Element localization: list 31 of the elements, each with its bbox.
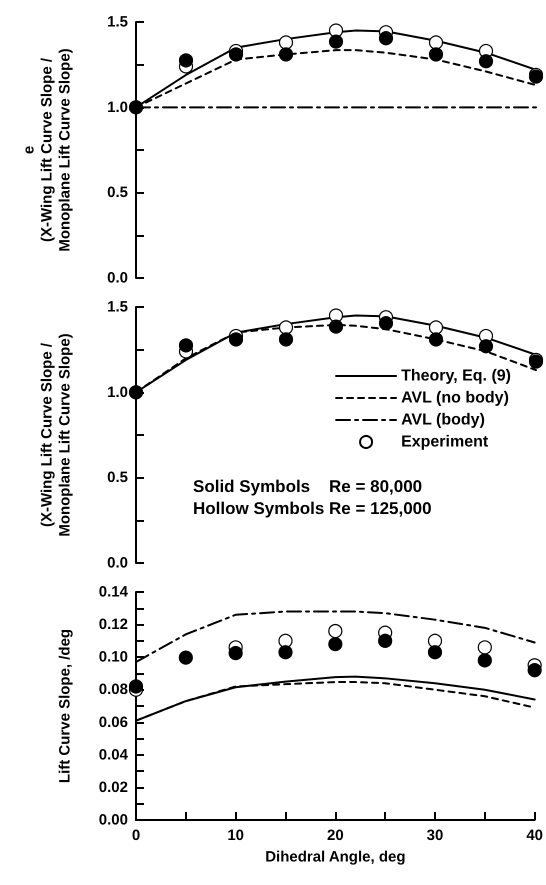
y-tick-label: 1.5: [107, 298, 128, 316]
x-tick-label: 40: [526, 827, 543, 844]
y-tick-label: 0.0: [107, 270, 128, 286]
y-tick-label: 1.5: [107, 14, 128, 30]
y-axis-title: Lift Curve Slope, /deg: [56, 628, 74, 784]
annotation: Solid Symbols Re = 80,000: [193, 477, 422, 496]
y-axis-title: e (X-Wing Lift Curve Slope / Monoplane Lift Curve Slope): [20, 48, 74, 252]
x-tick-label: 0: [132, 827, 140, 844]
y-tick-label: 0.5: [107, 469, 128, 486]
y-tick-label: 0.10: [98, 648, 128, 666]
y-tick-label: 1.0: [107, 384, 128, 401]
x-tick-label: 30: [426, 827, 444, 844]
y-tick-label: 0.00: [98, 812, 128, 828]
x-tick-label: 10: [227, 827, 244, 844]
y-axis-title: (X-Wing Lift Curve Slope / Monoplane Lift Curve Slope): [38, 333, 74, 537]
y-tick-label: 0.06: [98, 714, 128, 731]
y-tick-label: 0.5: [107, 184, 128, 202]
legend-label: AVL (no body): [401, 390, 509, 406]
y-tick-label: 0.14: [98, 584, 129, 600]
x-tick-label: 20: [326, 827, 344, 844]
y-tick-label: 0.0: [107, 554, 128, 572]
legend-label: AVL (body): [401, 412, 485, 428]
legend-label: Theory, Eq. (9): [401, 368, 511, 384]
legend-label: Experiment: [401, 434, 489, 450]
y-tick-label: 0.02: [98, 778, 128, 796]
y-tick-label: 0.08: [98, 681, 128, 698]
x-axis-title: Dihedral Angle, deg: [265, 848, 406, 866]
y-tick-label: 1.0: [107, 98, 128, 116]
annotation: Hollow Symbols Re = 125,000: [193, 499, 432, 518]
y-tick-label: 0.04: [98, 746, 129, 764]
y-tick-label: 0.12: [98, 616, 128, 634]
